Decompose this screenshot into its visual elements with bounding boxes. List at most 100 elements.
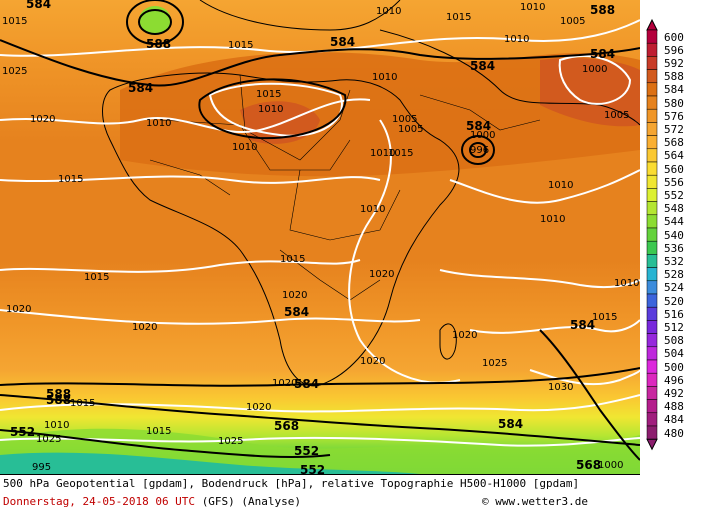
legend-value: 532: [664, 255, 684, 268]
legend-value: 480: [664, 426, 684, 440]
legend-value: 496: [664, 373, 684, 387]
legend-swatch: [646, 346, 658, 361]
map-title: 500 hPa Geopotential [gpdam], Bodendruck…: [3, 477, 580, 490]
warm-core-arabia: [540, 58, 640, 127]
legend-value: 596: [664, 43, 684, 57]
pressure-label: 1010: [504, 34, 529, 45]
pressure-label: 1005: [604, 110, 629, 121]
pressure-label: 1015: [256, 89, 281, 100]
legend-value: 592: [664, 57, 684, 70]
pressure-label: 1005: [392, 114, 417, 125]
pressure-label: 1010: [520, 2, 545, 13]
legend-swatch: [646, 201, 658, 216]
pressure-label: 1015: [84, 272, 109, 283]
geo-label: 552: [294, 444, 319, 458]
legend-value: 536: [664, 241, 684, 255]
pressure-label: 1025: [2, 66, 27, 77]
legend-swatch: [646, 320, 658, 334]
legend-value: 584: [664, 83, 684, 97]
geo-label: 552: [10, 425, 35, 439]
legend-value: 576: [664, 109, 684, 123]
legend-swatch: [646, 174, 658, 189]
pressure-labels: 1015 1025 1020 1015 1010 1010 1015 1010 …: [2, 2, 639, 473]
legend-value: 524: [664, 281, 684, 295]
legend-value: 516: [664, 307, 684, 321]
legend-value: 600: [664, 30, 684, 44]
legend-swatch: [646, 188, 658, 202]
geopotential-lines: [0, 0, 640, 461]
pressure-label: 1010: [548, 180, 573, 191]
legend-swatch: [646, 29, 658, 44]
legend-swatch: [646, 293, 658, 308]
geo-label: 584: [284, 305, 309, 319]
pressure-label: 1020: [132, 322, 157, 333]
legend-swatch: [646, 69, 658, 84]
legend-swatch: [646, 386, 658, 400]
legend-swatch: [646, 82, 658, 97]
legend-swatch: [646, 240, 658, 255]
cold-core-north: [139, 6, 171, 34]
legend-swatch: [646, 359, 658, 374]
isobars: [0, 19, 640, 447]
geo-label: 584: [466, 119, 491, 133]
geopotential-labels: 584 588 588 584 584 584 584 584 584 584 …: [10, 0, 615, 474]
color-scale-bar: [646, 18, 658, 451]
warm-band: [120, 52, 640, 177]
geo-label: 584: [498, 417, 523, 431]
legend-value: 556: [664, 175, 684, 189]
geo-label: 584: [590, 47, 615, 61]
legend-swatch: [646, 372, 658, 387]
pressure-label: 1010: [614, 278, 639, 289]
model-run: (GFS) (Analyse): [201, 495, 302, 508]
legend-swatch: [646, 135, 658, 150]
legend-swatch: [646, 161, 658, 176]
pressure-label: 1015: [146, 426, 171, 437]
legend-swatch: [646, 56, 658, 70]
geo-label: 584: [294, 377, 319, 391]
legend-value: 580: [664, 96, 684, 110]
pressure-label: 1015: [2, 16, 27, 27]
pressure-label: 1010: [372, 72, 397, 83]
geo-label: 584: [470, 59, 495, 73]
legend-value: 560: [664, 162, 684, 176]
legend-value: 552: [664, 189, 684, 202]
legend-swatch: [646, 214, 658, 229]
run-info: Donnerstag, 24-05-2018 06 UTC (GFS) (Ana…: [3, 495, 301, 508]
pressure-label: 1015: [70, 398, 95, 409]
pressure-label: 1025: [482, 358, 507, 369]
legend-swatch: [646, 122, 658, 136]
pressure-label: 1020: [246, 402, 271, 413]
legend-swatch: [646, 412, 658, 427]
map-canvas: 584 588 588 584 584 584 584 584 584 584 …: [0, 0, 640, 474]
geo-label: 588: [146, 37, 171, 51]
legend-swatch: [646, 425, 658, 440]
geo-label: 588: [46, 393, 71, 407]
legend-swatch: [646, 148, 658, 163]
pressure-label: 1020: [30, 114, 55, 125]
geo-label: 588: [46, 387, 71, 401]
legend-arrow-bottom: [646, 438, 658, 451]
pressure-label: 1015: [280, 254, 305, 265]
pressure-label: 1010: [360, 204, 385, 215]
legend-value: 568: [664, 136, 684, 150]
legend-swatch: [646, 333, 658, 348]
legend-arrow-top: [646, 18, 658, 31]
pressure-label: 996: [470, 145, 489, 156]
legend-value: 512: [664, 321, 684, 334]
info-bar: 500 hPa Geopotential [gpdam], Bodendruck…: [0, 474, 640, 513]
legend-value: 488: [664, 400, 684, 414]
legend-swatch: [646, 254, 658, 268]
legend-swatch: [646, 108, 658, 123]
color-scale-legend: 600 596 592 588 584 580 576 572 568 564 560 556 552 5…: [640, 0, 704, 474]
cold-core: [0, 452, 420, 474]
legend-value: 508: [664, 334, 684, 348]
pressure-label: 1005: [560, 16, 585, 27]
legend-value: 528: [664, 268, 684, 282]
pressure-label: 1020: [6, 304, 31, 315]
weather-map: 584 588 588 584 584 584 584 584 584 584 …: [0, 0, 640, 474]
pressure-label: 1020: [360, 356, 385, 367]
pressure-label: 1020: [272, 378, 297, 389]
pressure-label: 1030: [548, 382, 573, 393]
pressure-label: 1020: [282, 290, 307, 301]
